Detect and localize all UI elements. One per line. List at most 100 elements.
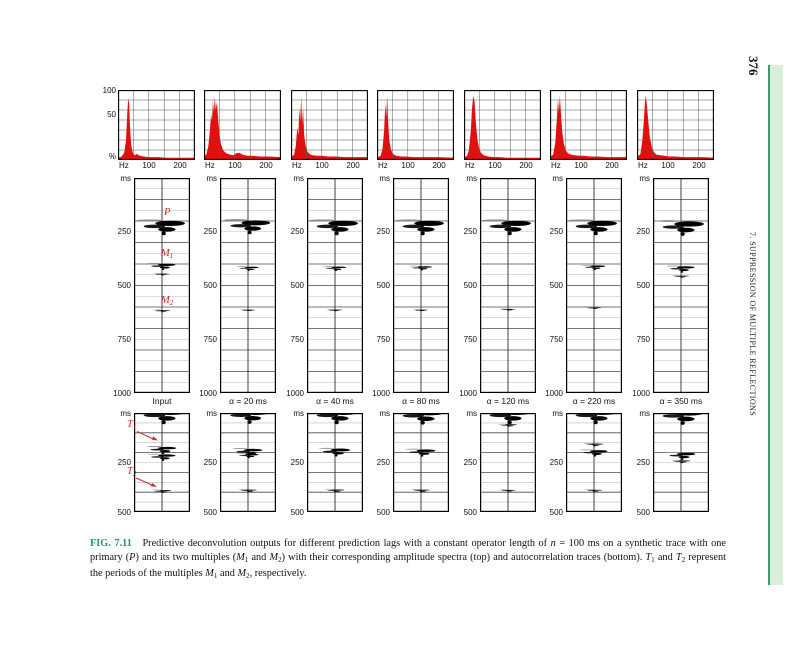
trace-tick-label: 250 bbox=[203, 227, 217, 237]
trace-tick-label: 1000 bbox=[199, 388, 217, 398]
hz-tick-100: 100 bbox=[488, 160, 502, 170]
column-label-0: Input bbox=[152, 396, 172, 406]
trace-tick-label: 500 bbox=[117, 281, 131, 290]
autocorr-tick-label: ms bbox=[206, 408, 217, 418]
amplitude-spectrum-panel-0 bbox=[118, 90, 195, 160]
autocorr-tick-label: 250 bbox=[203, 458, 217, 467]
column-label-6: α = 350 ms bbox=[659, 396, 703, 406]
hz-tick-200: 200 bbox=[259, 160, 273, 170]
label-period-T2: T2 bbox=[127, 466, 137, 478]
trace-tick-label: ms bbox=[293, 173, 304, 183]
column-label-5: α = 220 ms bbox=[572, 396, 616, 406]
autocorr-tick-label: 250 bbox=[117, 458, 131, 467]
autocorr-tick-label: 500 bbox=[636, 507, 650, 517]
autocorr-tick-label: ms bbox=[293, 408, 304, 418]
hz-tick-100: 100 bbox=[574, 160, 588, 170]
figure-caption: FIG. 7.11 Predictive deconvolution outpu… bbox=[90, 537, 726, 583]
autocorr-tick-label: ms bbox=[466, 408, 477, 418]
trace-tick-label: 1000 bbox=[113, 388, 131, 398]
trace-tick-label: ms bbox=[466, 173, 477, 183]
column-label-2: α = 40 ms bbox=[316, 396, 354, 406]
trace-panel-1 bbox=[220, 178, 276, 393]
trace-panel-3 bbox=[393, 178, 449, 393]
trace-panel-6 bbox=[653, 178, 709, 393]
trace-tick-label: 1000 bbox=[459, 388, 477, 398]
autocorr-tick-label: 250 bbox=[290, 458, 304, 467]
autocorr-tick-label: 500 bbox=[376, 507, 390, 517]
spectrum-y-label: % bbox=[108, 151, 116, 161]
column-label-4: α = 120 ms bbox=[486, 396, 530, 406]
trace-tick-label: 250 bbox=[290, 227, 304, 237]
figure-caption-text: Predictive deconvolution outputs for dif… bbox=[90, 538, 726, 581]
trace-tick-label: 500 bbox=[203, 281, 217, 290]
trace-tick-label: 750 bbox=[549, 334, 563, 344]
hz-tick-200: 200 bbox=[173, 160, 187, 170]
spectrum-y-label: 100 bbox=[102, 85, 116, 95]
trace-tick-label: 750 bbox=[117, 334, 131, 344]
autocorr-panel-2 bbox=[307, 413, 363, 512]
trace-tick-label: 500 bbox=[549, 281, 563, 290]
amplitude-spectrum-panel-4 bbox=[464, 90, 541, 160]
trace-tick-label: 500 bbox=[376, 281, 390, 290]
autocorr-panel-1 bbox=[220, 413, 276, 512]
trace-tick-label: 500 bbox=[290, 281, 304, 290]
trace-tick-label: 500 bbox=[463, 281, 477, 290]
column-label-1: α = 20 ms bbox=[229, 396, 267, 406]
trace-tick-label: 750 bbox=[203, 334, 217, 344]
autocorr-tick-label: 500 bbox=[290, 507, 304, 517]
autocorr-tick-label: 500 bbox=[463, 507, 477, 517]
hz-tick-200: 200 bbox=[519, 160, 533, 170]
label-period-T1: T1 bbox=[127, 419, 137, 431]
hz-axis-label: Hz bbox=[292, 160, 302, 170]
hz-tick-100: 100 bbox=[142, 160, 156, 170]
hz-tick-100: 100 bbox=[401, 160, 415, 170]
autocorr-tick-label: ms bbox=[639, 408, 650, 418]
trace-panel-0 bbox=[134, 178, 190, 393]
trace-tick-label: ms bbox=[120, 173, 131, 183]
spectrum-y-label: 50 bbox=[107, 109, 116, 119]
trace-tick-label: 500 bbox=[636, 281, 650, 290]
column-label-3: α = 80 ms bbox=[402, 396, 440, 406]
label-multiple-M1: M1 bbox=[161, 248, 174, 260]
amplitude-spectrum-panel-2 bbox=[291, 90, 368, 160]
trace-tick-label: ms bbox=[552, 173, 563, 183]
autocorr-panel-5 bbox=[566, 413, 622, 512]
trace-tick-label: 250 bbox=[636, 227, 650, 237]
hz-tick-200: 200 bbox=[692, 160, 706, 170]
trace-tick-label: 250 bbox=[463, 227, 477, 237]
hz-axis-label: Hz bbox=[551, 160, 561, 170]
amplitude-spectrum-panel-6 bbox=[637, 90, 714, 160]
figure-caption-label: FIG. 7.11 bbox=[90, 538, 132, 550]
hz-axis-label: Hz bbox=[465, 160, 475, 170]
trace-panel-4 bbox=[480, 178, 536, 393]
amplitude-spectrum-panel-3 bbox=[377, 90, 454, 160]
amplitude-spectrum-panel-1 bbox=[204, 90, 281, 160]
autocorr-panel-3 bbox=[393, 413, 449, 512]
hz-axis-label: Hz bbox=[119, 160, 129, 170]
trace-tick-label: ms bbox=[206, 173, 217, 183]
hz-tick-100: 100 bbox=[661, 160, 675, 170]
running-head: 7. SUPPRESSION OF MULTIPLE REFLECTIONS bbox=[748, 232, 757, 417]
hz-tick-200: 200 bbox=[346, 160, 360, 170]
autocorr-panel-4 bbox=[480, 413, 536, 512]
trace-panel-5 bbox=[566, 178, 622, 393]
trace-tick-label: ms bbox=[639, 173, 650, 183]
hz-axis-label: Hz bbox=[378, 160, 388, 170]
trace-tick-label: 750 bbox=[376, 334, 390, 344]
trace-tick-label: 750 bbox=[290, 334, 304, 344]
trace-tick-label: 1000 bbox=[286, 388, 304, 398]
autocorr-tick-label: 250 bbox=[549, 458, 563, 467]
autocorr-panel-6 bbox=[653, 413, 709, 512]
hz-tick-200: 200 bbox=[432, 160, 446, 170]
page-number: 376 bbox=[746, 56, 761, 76]
autocorr-tick-label: ms bbox=[552, 408, 563, 418]
autocorr-tick-label: 500 bbox=[549, 507, 563, 517]
trace-panel-2 bbox=[307, 178, 363, 393]
autocorr-tick-label: 500 bbox=[203, 507, 217, 517]
hz-axis-label: Hz bbox=[638, 160, 648, 170]
autocorr-tick-label: 500 bbox=[117, 507, 131, 517]
trace-tick-label: 1000 bbox=[545, 388, 563, 398]
trace-tick-label: 250 bbox=[117, 227, 131, 237]
autocorr-tick-label: ms bbox=[120, 408, 131, 418]
